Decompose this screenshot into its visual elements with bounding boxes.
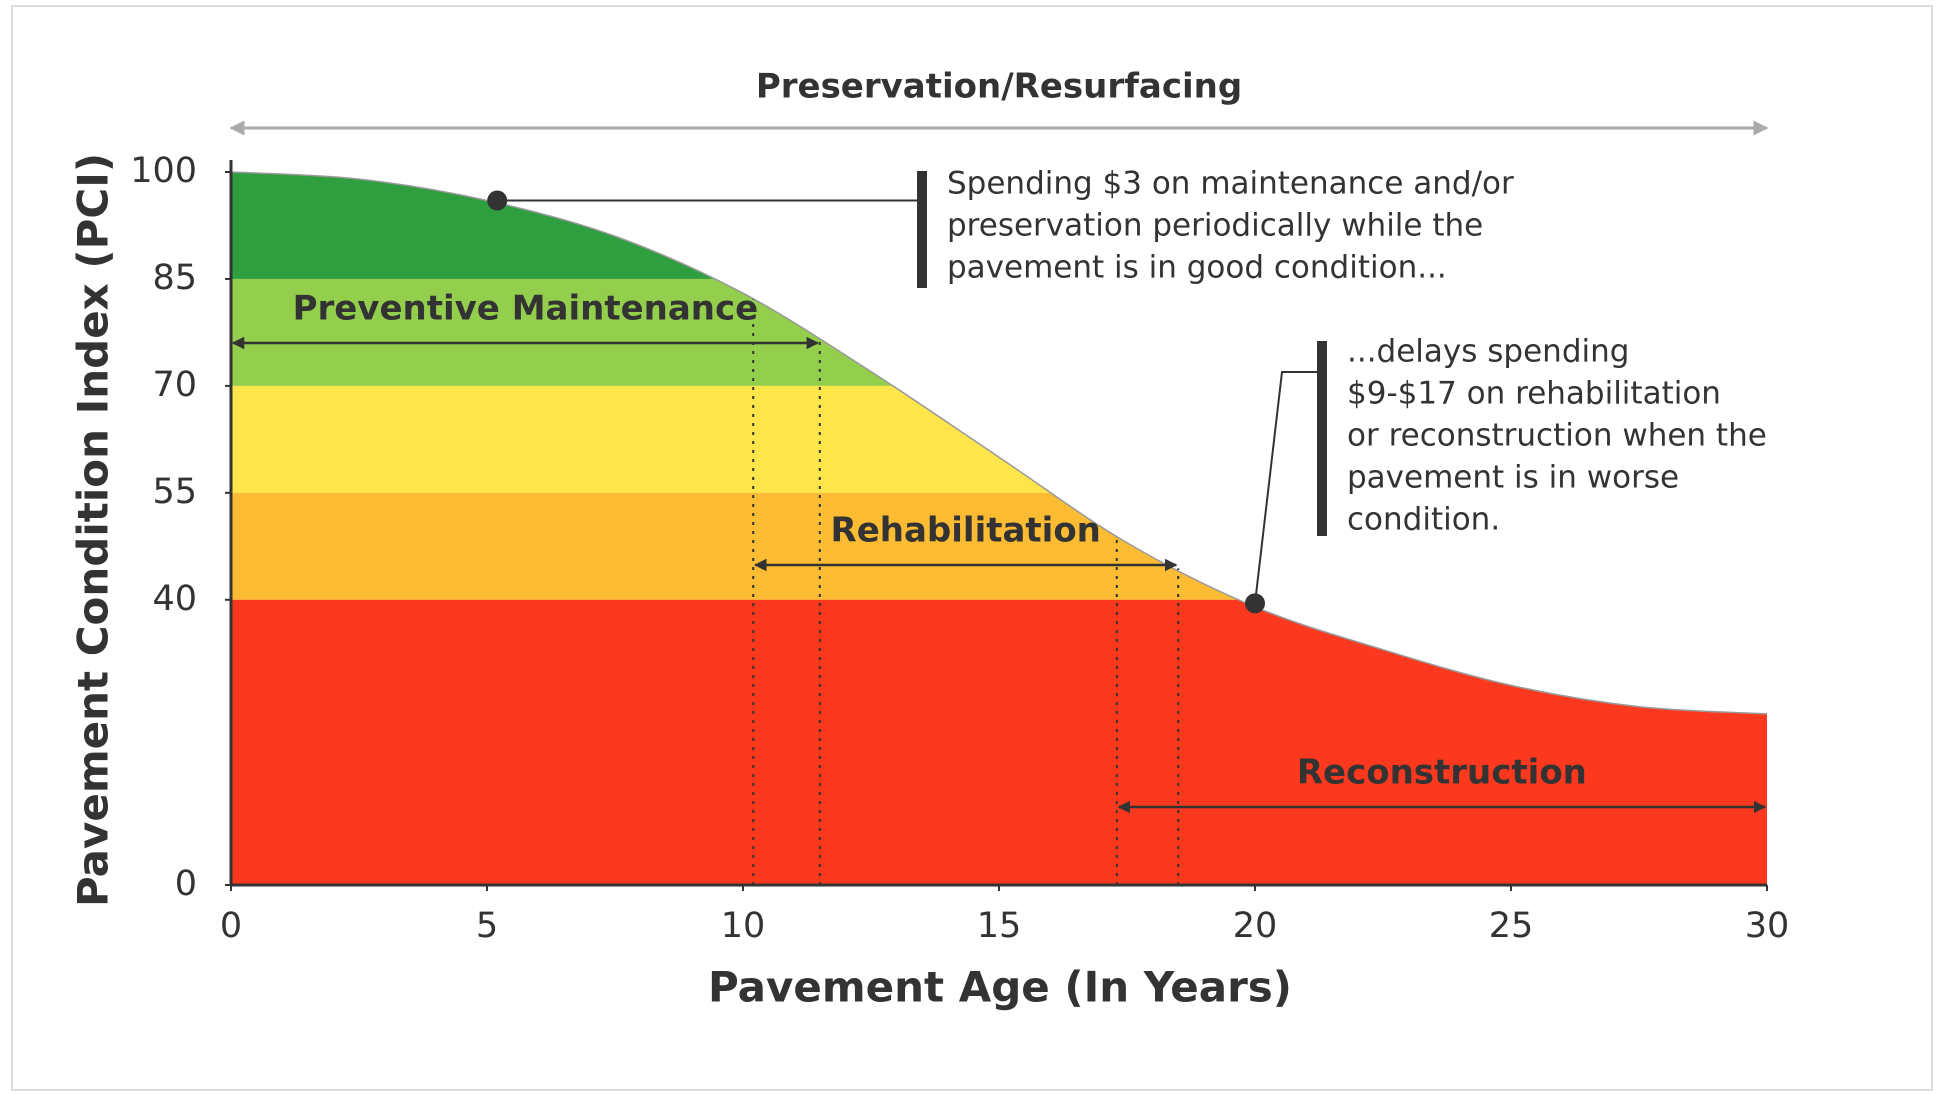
x-tick-label: 0: [220, 906, 242, 946]
condition-band: [231, 599, 1767, 885]
x-tick-label: 30: [1745, 906, 1790, 946]
x-axis-label: Pavement Age (In Years): [708, 963, 1292, 1012]
x-tick-label: 15: [977, 906, 1022, 946]
x-tick-label: 20: [1233, 906, 1278, 946]
top-range-label: Preservation/Resurfacing: [756, 67, 1242, 107]
callout-text: condition.: [1347, 502, 1500, 538]
x-tick-label: 25: [1489, 906, 1534, 946]
y-axis-label: Pavement Condition Index (PCI): [69, 153, 118, 907]
y-tick-label: 70: [152, 365, 197, 405]
x-tick-label: 10: [721, 906, 766, 946]
range-label: Reconstruction: [1297, 753, 1587, 793]
callout-text: pavement is in worse: [1347, 460, 1679, 496]
y-tick-label: 100: [130, 151, 197, 191]
y-tick-label: 55: [152, 472, 197, 512]
callout-point: [1245, 593, 1265, 614]
callout-leader: [1254, 371, 1322, 604]
callout-text: $9-$17 on rehabilitation: [1347, 376, 1721, 412]
range-label: Rehabilitation: [831, 511, 1101, 551]
y-tick-label: 40: [152, 579, 197, 619]
callout-text: preservation periodically while the: [947, 208, 1483, 244]
y-tick-label: 0: [175, 864, 197, 904]
callout-text: or reconstruction when the: [1347, 418, 1767, 454]
callout-point: [487, 190, 508, 211]
condition-curve: [230, 171, 1768, 715]
callout-text: Spending $3 on maintenance and/or: [947, 166, 1514, 202]
frame: [11, 5, 1933, 1091]
callout-text: pavement is in good condition...: [947, 250, 1447, 286]
x-tick-label: 5: [476, 906, 498, 946]
y-tick-label: 85: [152, 258, 197, 298]
range-label: Preventive Maintenance: [293, 289, 759, 329]
callout-text: ...delays spending: [1347, 334, 1629, 370]
